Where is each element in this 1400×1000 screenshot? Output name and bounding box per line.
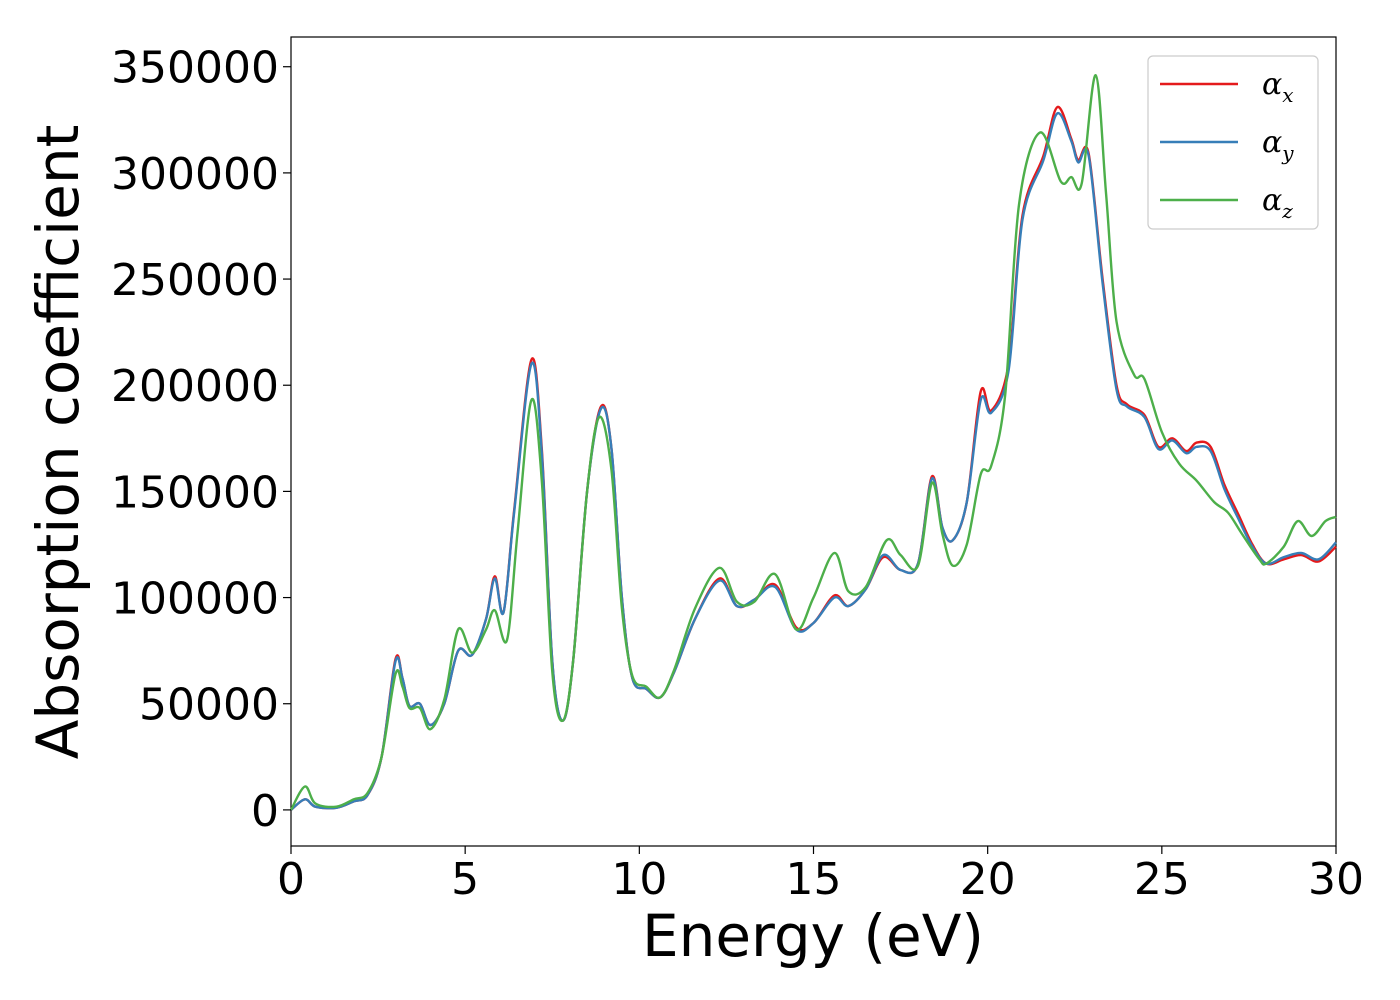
x-tick-label: 10 xyxy=(611,854,667,905)
x-tick-label: 30 xyxy=(1308,854,1364,905)
y-tick-label: 50000 xyxy=(139,680,279,731)
x-tick-label: 25 xyxy=(1134,854,1190,905)
y-tick-label: 350000 xyxy=(111,43,279,94)
series-line-z xyxy=(289,73,1337,811)
x-tick-label: 0 xyxy=(277,854,305,905)
legend-label-z: αz xyxy=(1262,183,1293,223)
series-layer xyxy=(289,73,1337,811)
x-axis-title: Energy (eV) xyxy=(642,902,984,970)
x-tick-label: 15 xyxy=(786,854,842,905)
x-tick-label: 5 xyxy=(451,854,479,905)
y-tick-label: 150000 xyxy=(111,467,279,518)
y-tick-label: 300000 xyxy=(111,149,279,200)
x-axis: 0 5 10 15 20 25 30 xyxy=(277,846,1364,905)
y-tick-label: 100000 xyxy=(111,574,279,625)
y-tick-label: 0 xyxy=(251,786,279,837)
series-line-y xyxy=(290,112,1337,811)
y-tick-label: 250000 xyxy=(111,255,279,306)
y-tick-label: 200000 xyxy=(111,361,279,412)
x-tick-label: 20 xyxy=(960,854,1016,905)
y-axis: 0 50000 100000 150000 200000 250000 300000 3500… xyxy=(111,43,291,837)
y-axis-title: Absorption coefficient xyxy=(24,125,92,760)
